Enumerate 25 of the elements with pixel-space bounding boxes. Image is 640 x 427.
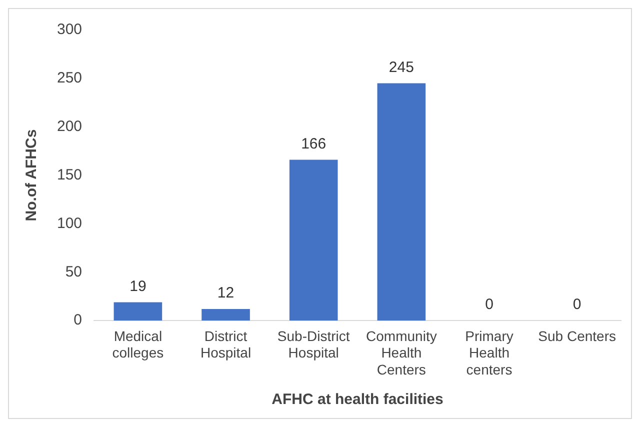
bar [289, 160, 338, 321]
x-tick-label: Medical colleges [112, 328, 164, 361]
bar [377, 83, 426, 321]
bar [114, 302, 162, 321]
x-tick-label: Sub Centers [538, 328, 616, 344]
y-tick-label: 50 [65, 263, 82, 280]
y-tick-label: 150 [56, 166, 82, 184]
x-tick-label: Community Health Centers [366, 328, 437, 378]
y-tick-label: 0 [74, 312, 82, 329]
data-label: 19 [130, 278, 146, 295]
x-tick-label: Sub-District Hospital [277, 328, 350, 361]
data-label: 12 [217, 284, 234, 302]
y-tick-label: 250 [56, 70, 82, 87]
data-label: 245 [388, 58, 414, 76]
x-tick-label: District Hospital [200, 328, 252, 361]
data-label: 0 [572, 296, 582, 314]
y-tick-label: 200 [56, 118, 82, 136]
y-tick-label: 300 [56, 21, 82, 38]
data-label: 166 [301, 135, 326, 152]
bar [202, 308, 250, 321]
x-tick-label: Primary Health centers [465, 328, 514, 378]
y-tick-label: 100 [56, 214, 82, 232]
data-label: 0 [485, 296, 494, 314]
x-axis-title: AFHC at health facilities [272, 391, 444, 408]
y-axis-title: No.of AFHCs [23, 129, 40, 222]
